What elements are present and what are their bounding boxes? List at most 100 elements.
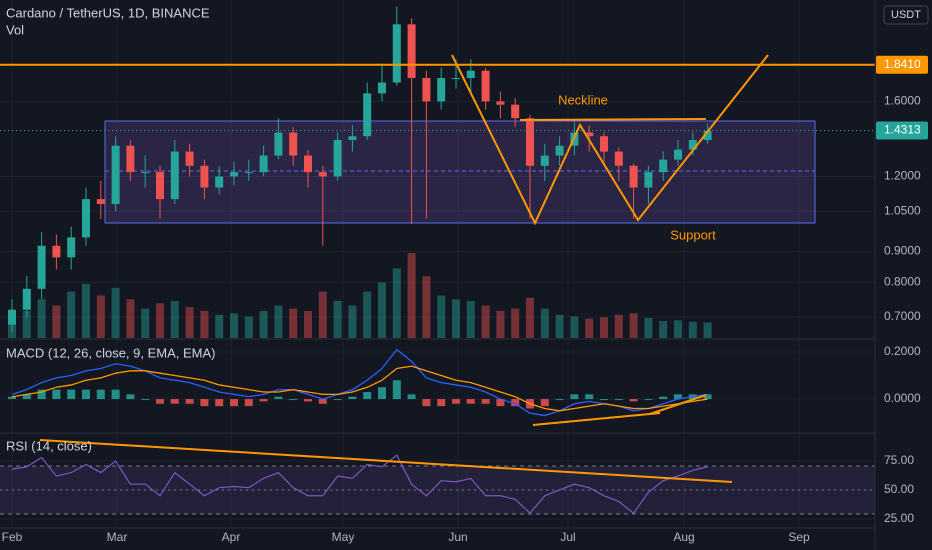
- macd-histogram: [289, 399, 298, 401]
- neckline: [519, 118, 707, 121]
- volume-bar: [644, 317, 653, 338]
- volume-bar: [82, 283, 90, 338]
- axis-labels: 0.7000 0.8000 0.9000 1.0500 1.2000 1.6000 0.20…: [876, 55, 928, 525]
- rsi-band: [0, 466, 875, 514]
- candle-body: [141, 172, 150, 174]
- macd-trendline: [649, 394, 707, 415]
- currency: USDT: [891, 9, 921, 21]
- volume-bar: [185, 307, 194, 338]
- macd-histogram: [274, 396, 283, 400]
- candle-body: [82, 199, 90, 238]
- grid: [0, 0, 875, 528]
- volume-bar: [466, 300, 475, 338]
- y-tick-label: 0.7000: [884, 309, 921, 323]
- volume-bar: [407, 253, 416, 338]
- macd-histogram: [185, 399, 194, 404]
- candle-body: [37, 245, 46, 289]
- pattern-drawing: [39, 54, 769, 483]
- y-tick-label: 75.00: [884, 453, 914, 467]
- macd-histogram: [318, 399, 327, 404]
- x-tick-label: Mar: [107, 530, 128, 544]
- candle-body: [96, 199, 105, 204]
- volume-bar: [703, 322, 712, 338]
- candle-body: [466, 70, 475, 79]
- x-tick-label: Apr: [222, 530, 241, 544]
- candle-body: [215, 176, 224, 188]
- macd-histogram: [96, 389, 105, 400]
- y-tick-label: 1.6000: [884, 94, 921, 108]
- macd-histogram: [67, 389, 76, 400]
- macd-histogram: [570, 394, 579, 400]
- y-tick-label: 0.8000: [884, 274, 921, 288]
- candle-body: [407, 24, 416, 79]
- macd-histogram: [378, 387, 386, 400]
- volume-label: Vol: [6, 22, 24, 37]
- candle-body: [111, 145, 120, 204]
- candle-body: [170, 151, 179, 200]
- volume-bar: [526, 297, 534, 338]
- volume-bar: [67, 291, 76, 338]
- candle-body: [437, 78, 446, 102]
- macd-histogram: [22, 394, 31, 400]
- volume-bar: [170, 300, 179, 338]
- rsi-trendline: [39, 439, 733, 483]
- currency-box: [883, 5, 929, 25]
- candle-body: [274, 132, 283, 156]
- annotation: Support: [670, 227, 716, 242]
- macd-histogram: [555, 399, 564, 401]
- macd-title: MACD (12, 26, close, 9, EMA, EMA): [6, 345, 216, 360]
- y-tick-label: 1.2000: [884, 169, 921, 183]
- volume-bar: [22, 310, 31, 338]
- candle-body: [304, 155, 312, 173]
- candle-body: [348, 136, 357, 140]
- macd-histogram: [170, 399, 179, 404]
- candle-body: [363, 93, 372, 137]
- macd-histogram: [8, 396, 16, 400]
- candle-body: [540, 155, 549, 166]
- macd-histogram: [333, 399, 342, 401]
- volume-bar: [111, 287, 120, 338]
- volume-bar: [318, 291, 327, 338]
- macd-histogram: [644, 399, 653, 401]
- candle-body: [585, 132, 594, 137]
- volume-bar: [422, 276, 431, 338]
- y-tick-label: 0.0000: [884, 391, 921, 405]
- volume-bar: [126, 299, 135, 338]
- candle-body: [644, 172, 653, 188]
- rsi-title: RSI (14, close): [6, 438, 92, 453]
- candle-body: [422, 78, 431, 102]
- macd-histogram: [511, 399, 520, 407]
- volume-bar: [555, 314, 564, 338]
- volume-bar: [511, 308, 520, 338]
- macd-histogram: [452, 399, 460, 404]
- price-axis: [875, 0, 932, 550]
- candle-body: [333, 139, 342, 177]
- macd-histogram: [304, 399, 312, 402]
- macd-line: [11, 348, 708, 417]
- volume-bar: [96, 295, 105, 338]
- volume-bar: [600, 317, 608, 338]
- macd-histogram: [348, 396, 357, 400]
- macd-histogram: [703, 394, 712, 400]
- y-tick-label: 50.00: [884, 482, 914, 496]
- y-tick-label: 0.2000: [884, 344, 921, 358]
- candle-body: [674, 149, 682, 160]
- annotation: Neckline: [558, 92, 608, 107]
- macd-histogram: [156, 399, 164, 404]
- macd-histogram: [600, 399, 608, 401]
- macd-histogram: [407, 394, 416, 400]
- macd-histogram: [629, 399, 638, 402]
- volume-bar: [363, 291, 372, 338]
- macd-histogram: [481, 399, 490, 404]
- macd-histogram: [52, 389, 61, 400]
- level-tag: [876, 121, 928, 140]
- candle-body: [156, 172, 164, 200]
- volume-bar: [392, 268, 401, 338]
- volume-bar: [688, 321, 697, 338]
- candle-body: [200, 165, 209, 188]
- macd-histogram: [200, 399, 209, 407]
- volume-bar: [570, 316, 579, 338]
- volume-bar: [156, 303, 164, 338]
